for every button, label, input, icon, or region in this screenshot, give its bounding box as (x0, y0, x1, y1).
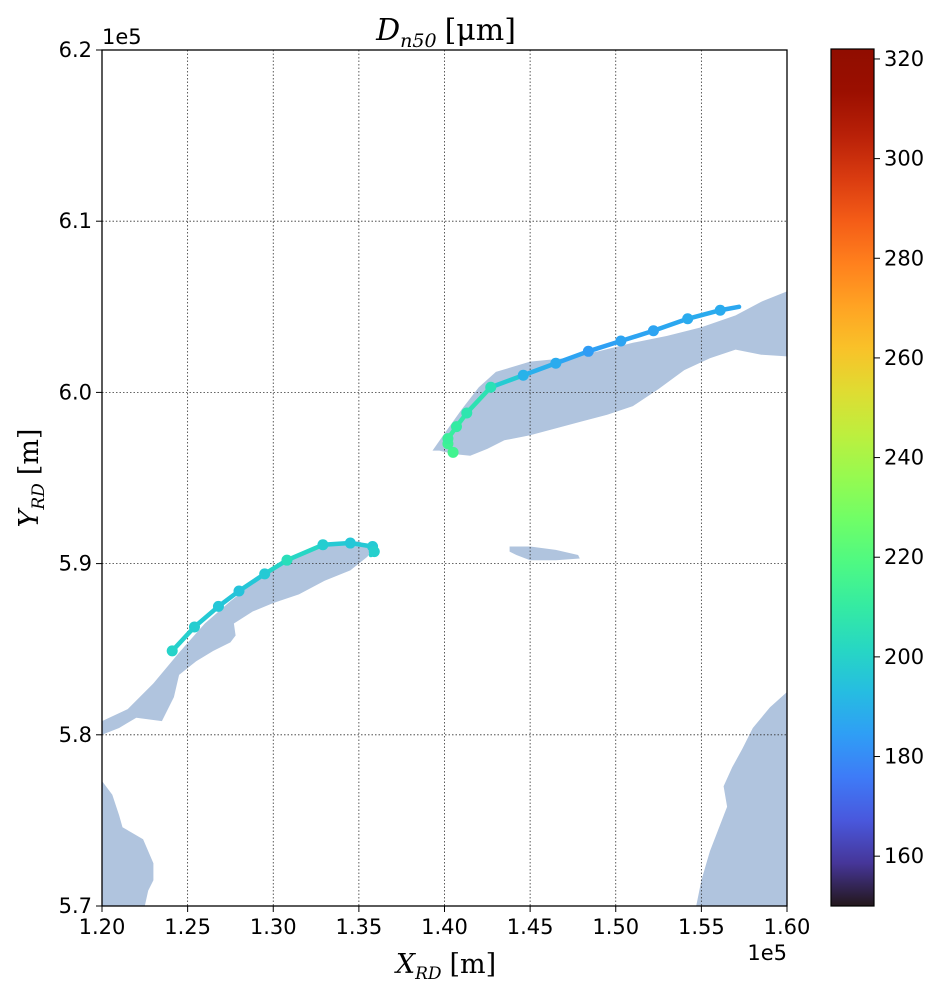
series-point (188, 621, 200, 633)
series-point (166, 645, 178, 657)
y-tick-label: 6.1 (59, 209, 92, 233)
land-polygon (432, 291, 787, 456)
colorbar-tick-label: 260 (884, 346, 924, 370)
colorbar-tick-label: 180 (884, 745, 924, 769)
y-tick-label: 6.2 (59, 38, 92, 62)
land-polygon (696, 692, 787, 906)
xlabel-main: X (394, 949, 417, 980)
chart-title: Dn50 [μm] (375, 13, 516, 52)
x-tick-label: 1.40 (421, 915, 468, 939)
series-segment (284, 542, 326, 563)
ylabel-subscript: RD (29, 483, 49, 511)
series-point (281, 554, 293, 566)
series-segment (521, 361, 559, 378)
y-tick-label: 5.8 (59, 723, 92, 747)
colorbar-tick-label: 200 (884, 645, 924, 669)
series-segment (618, 328, 656, 344)
y-axis-ticks: 5.7 5.8 5.9 6.0 6.1 6.2 (59, 38, 102, 918)
land-polygon (102, 781, 154, 906)
colorbar-tick-label: 320 (884, 47, 924, 71)
series-point (344, 537, 356, 549)
series-point (517, 369, 529, 381)
colorbar-tick-label: 220 (884, 545, 924, 569)
y-tick-label: 5.9 (59, 552, 92, 576)
series-segment (488, 373, 526, 390)
series-segment (685, 307, 723, 322)
series-point (259, 568, 271, 580)
series-point (647, 325, 659, 337)
series-segment (586, 338, 624, 354)
x-tick-label: 1.20 (79, 915, 126, 939)
title-subscript: n50 (400, 30, 436, 52)
series-segment (464, 385, 493, 416)
x-tick-label: 1.35 (335, 915, 382, 939)
colorbar-ticks: 160 180 200 220 240 260 280 300 320 (874, 47, 924, 868)
series-point (447, 446, 459, 458)
x-tick-label: 1.25 (164, 915, 211, 939)
series-segment (553, 349, 591, 366)
colorbar-tick-label: 280 (884, 246, 924, 270)
x-tick-label: 1.60 (764, 915, 811, 939)
series-point (485, 381, 497, 393)
series-point (714, 304, 726, 316)
series-point (368, 546, 380, 558)
colorbar (830, 48, 875, 907)
series-point (615, 335, 627, 347)
series-layer (166, 304, 742, 657)
colorbar-tick-label: 300 (884, 147, 924, 171)
land-polygons (102, 291, 787, 906)
colorbar-tick-label: 160 (884, 844, 924, 868)
land-polygon (509, 546, 580, 561)
y-tick-label: 5.7 (59, 894, 92, 918)
series-point (450, 421, 462, 433)
series-point (233, 585, 245, 597)
land-polygon (102, 541, 373, 735)
ylabel-main: Y (14, 507, 45, 527)
x-tick-label: 1.50 (592, 915, 639, 939)
series-point (682, 313, 694, 325)
x-axis-ticks: 1.20 1.25 1.30 1.35 1.40 1.45 1.50 1.55 1.60 (79, 906, 811, 939)
y-tick-label: 6.0 (59, 380, 92, 404)
colorbar-tick-label: 240 (884, 446, 924, 470)
y-offset-label: 1e5 (102, 25, 142, 49)
y-axis-label: YRD [m] (14, 429, 49, 528)
series-point (212, 600, 224, 612)
ylabel-unit: [m] (14, 429, 45, 476)
x-tick-label: 1.55 (678, 915, 725, 939)
series-point (582, 345, 594, 357)
title-unit: [μm] (445, 13, 516, 48)
x-offset-label: 1e5 (747, 941, 787, 965)
series-point (317, 539, 329, 551)
x-tick-label: 1.45 (507, 915, 554, 939)
xlabel-unit: [m] (450, 949, 497, 980)
x-axis-label: XRD [m] (394, 949, 496, 983)
series-point (550, 357, 562, 369)
x-tick-label: 1.30 (250, 915, 297, 939)
series-point (442, 433, 454, 445)
series-point (461, 407, 473, 419)
series-segment (651, 316, 690, 334)
title-main: D (375, 13, 400, 48)
xlabel-subscript: RD (414, 964, 442, 983)
